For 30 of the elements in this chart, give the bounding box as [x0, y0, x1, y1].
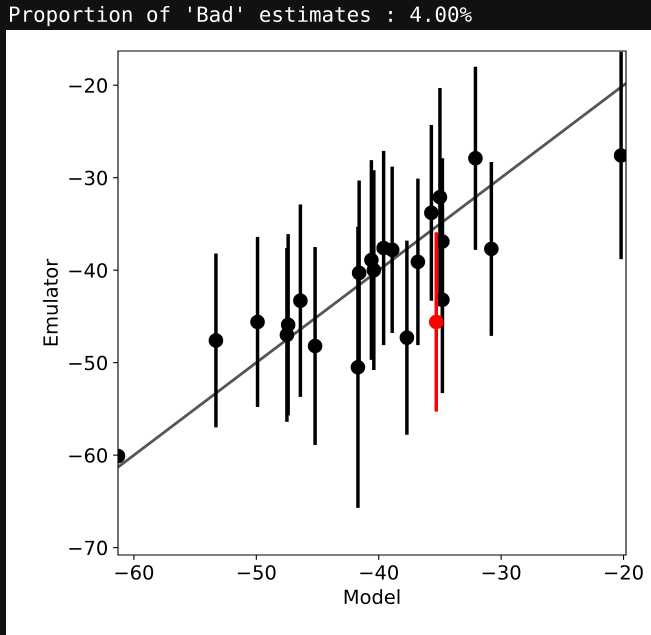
- x-axis-title: Model: [344, 589, 400, 604]
- point: [250, 314, 265, 330]
- point: [280, 328, 294, 342]
- point: [484, 242, 499, 256]
- point: [400, 330, 414, 345]
- y-tick-label: −60: [69, 448, 107, 463]
- y-tick-label: −50: [69, 356, 107, 370]
- y-tick-label: −30: [69, 170, 107, 186]
- point: [308, 338, 322, 354]
- point: [410, 254, 426, 270]
- y-tick-label: −70: [69, 540, 107, 556]
- point: [366, 262, 382, 278]
- chart-title: Proportion of 'Bad' estimates : 4.00%: [10, 6, 472, 26]
- point: [432, 190, 448, 204]
- point: [384, 242, 400, 258]
- y-axis-title: Emulator: [42, 258, 58, 346]
- point: [424, 206, 439, 220]
- y-tick-label: −40: [69, 263, 107, 278]
- x-tick-label: −60: [115, 565, 154, 580]
- point: [468, 150, 483, 166]
- point: [428, 314, 444, 330]
- point: [293, 293, 308, 308]
- x-tick-label: −40: [360, 565, 398, 580]
- point: [208, 333, 224, 348]
- point: [352, 266, 366, 280]
- x-tick-label: −30: [482, 565, 520, 580]
- y-tick-label: −20: [69, 78, 107, 93]
- x-tick-label: −50: [238, 565, 276, 580]
- x-tick-label: −20: [605, 565, 643, 580]
- point: [350, 360, 366, 375]
